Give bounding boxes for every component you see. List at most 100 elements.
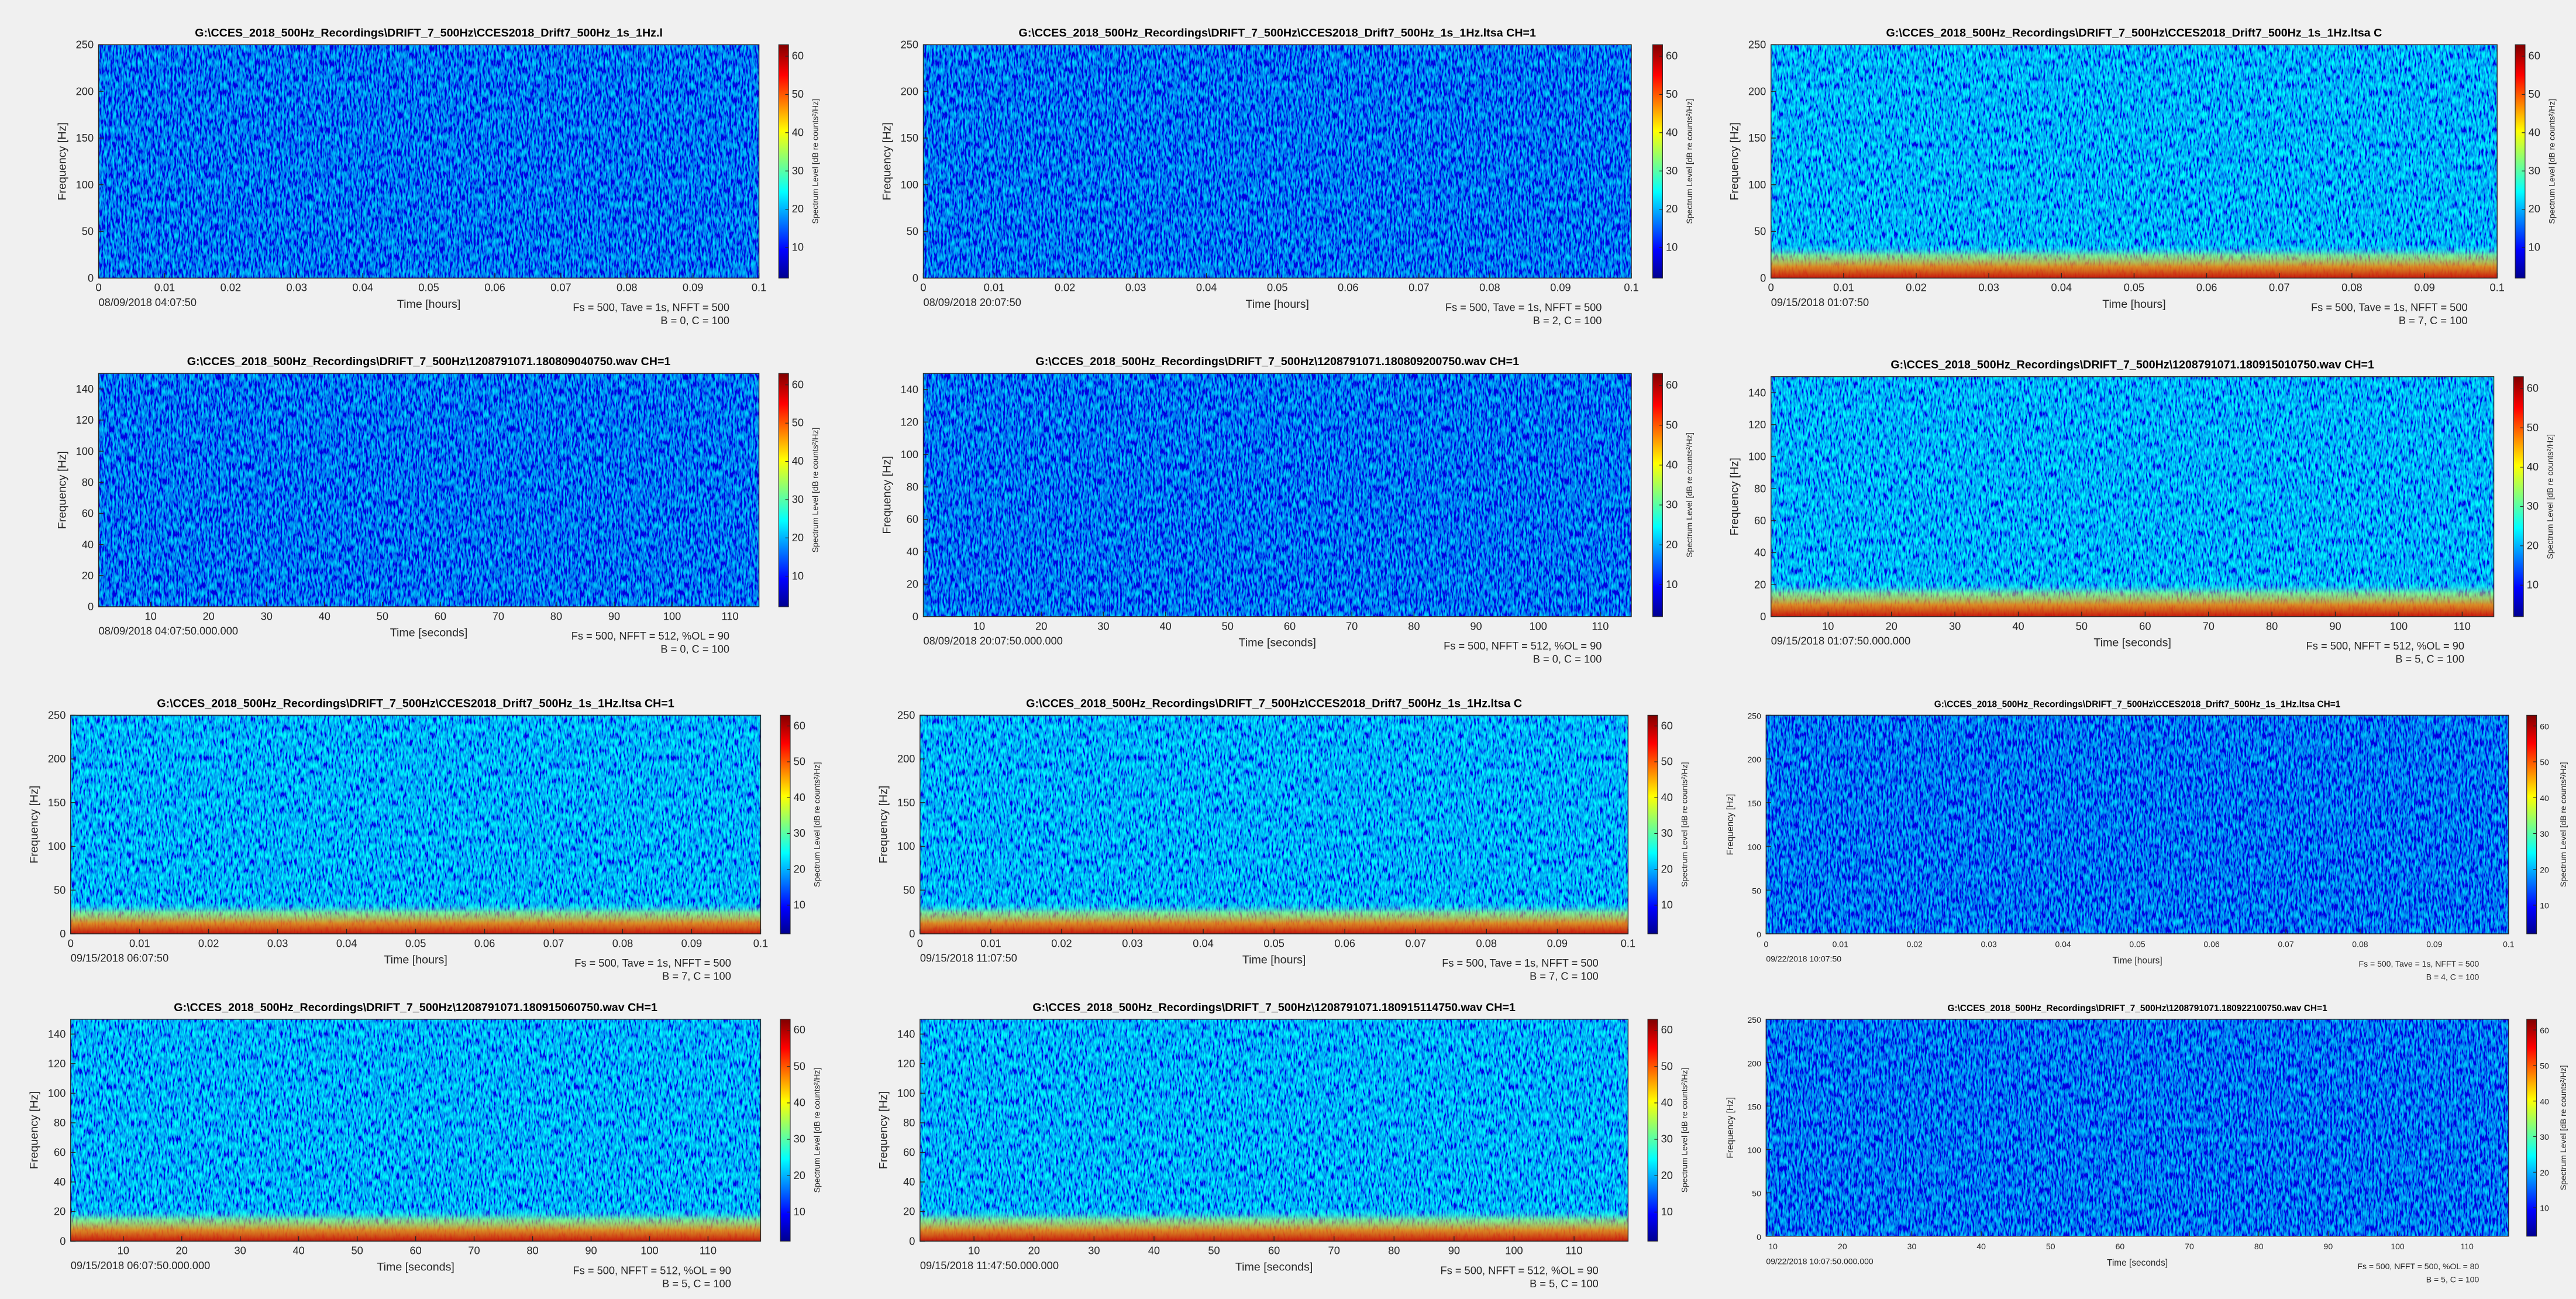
x-tick-label: 0: [95, 281, 101, 294]
colorbar: [2526, 1019, 2537, 1237]
x-tick-label: 10: [968, 1245, 980, 1257]
x-tick-label: 0: [68, 937, 74, 949]
y-tick-label: 0: [912, 272, 918, 284]
x-tick-label: 50: [2046, 1242, 2055, 1251]
colorbar-tick-label: 10: [794, 899, 805, 911]
x-tick-label: 80: [2266, 620, 2278, 632]
x-tick-label: 50: [1222, 620, 1234, 632]
colorbar-tick-label: 30: [1666, 164, 1678, 177]
y-tick-label: 100: [48, 1087, 66, 1099]
x-axis-label: Time [hours]: [1242, 953, 1306, 966]
x-tick-label: 0.07: [2269, 281, 2290, 294]
x-tick-label: 20: [203, 610, 215, 622]
x-tick-label: 0.05: [405, 937, 426, 949]
x-tick-label: 0.04: [1196, 281, 1217, 294]
chart-title: G:\CCES_2018_500Hz_Recordings\DRIFT_7_50…: [1947, 1004, 2327, 1013]
colorbar-tick-label: 60: [2540, 721, 2549, 731]
colorbar-tick-label: 40: [2540, 793, 2549, 803]
x-tick-label: 10: [118, 1245, 129, 1257]
y-tick-label: 150: [897, 796, 915, 809]
colorbar-tick-label: 50: [2540, 758, 2549, 767]
colorbar-tick-label: 40: [792, 126, 804, 138]
y-tick-label: 80: [907, 480, 918, 493]
colorbar-tick-label: 10: [794, 1205, 805, 1218]
colorbar-tick-label: 50: [1661, 755, 1673, 768]
x-tick-label: 0.08: [1476, 937, 1497, 949]
annotation: B = 7, C = 100: [2399, 314, 2468, 327]
y-tick-label: 0: [60, 927, 66, 940]
annotation: Fs = 500, Tave = 1s, NFFT = 500: [573, 301, 729, 313]
colorbar-tick-label: 20: [2527, 539, 2539, 551]
x-tick-label: 100: [663, 610, 681, 622]
colorbar-tick-label: 50: [2540, 1061, 2549, 1071]
x-tick-label: 90: [2324, 1242, 2333, 1251]
x-tick-label: 0.02: [1906, 281, 1927, 294]
y-tick-label: 100: [901, 448, 918, 461]
colorbar-label: Spectrum Level [dB re counts²/Hz]: [1680, 762, 1689, 887]
x-tick-label: 30: [235, 1245, 246, 1257]
colorbar-tick-label: 40: [1661, 791, 1673, 803]
x-tick-label: 100: [1505, 1245, 1523, 1257]
x-tick-label: 90: [608, 610, 620, 622]
x-tick-label: 0.07: [1405, 937, 1426, 949]
start-time: 09/15/2018 06:07:50.000.000: [71, 1259, 211, 1271]
y-tick-label: 250: [1748, 39, 1766, 51]
colorbar-tick-label: 10: [1666, 241, 1678, 253]
axes-box: [1771, 376, 2495, 617]
x-tick-label: 0.08: [2341, 281, 2363, 294]
y-tick-label: 20: [907, 578, 918, 590]
y-tick-label: 150: [1747, 1102, 1761, 1111]
annotation: B = 7, C = 100: [1530, 970, 1599, 982]
y-axis-label: Frequency [Hz]: [880, 122, 893, 200]
axes-box: [70, 1019, 762, 1242]
x-tick-label: 0.03: [1122, 937, 1143, 949]
y-axis-label: Frequency [Hz]: [56, 451, 68, 529]
x-tick-label: 0.07: [543, 937, 564, 949]
y-tick-label: 60: [1754, 514, 1766, 527]
x-tick-label: 0.07: [550, 281, 571, 294]
x-tick-label: 0: [917, 937, 923, 949]
x-axis-label: Time [seconds]: [1235, 1261, 1313, 1274]
panel: G:\CCES_2018_500Hz_Recordings\DRIFT_7_50…: [1728, 359, 2555, 665]
y-tick-label: 50: [907, 225, 918, 238]
y-tick-label: 200: [1747, 755, 1761, 764]
colorbar-tick-label: 50: [794, 755, 805, 768]
colorbar-tick-label: 10: [1661, 899, 1673, 911]
x-tick-label: 0.01: [980, 937, 1001, 949]
colorbar-label: Spectrum Level [dB re counts²/Hz]: [2546, 434, 2555, 559]
x-tick-label: 0.08: [612, 937, 633, 949]
colorbar-tick-label: 50: [1666, 418, 1678, 431]
panel: G:\CCES_2018_500Hz_Recordings\DRIFT_7_50…: [28, 697, 822, 982]
colorbar-tick-label: 30: [792, 164, 804, 177]
x-tick-label: 0.09: [681, 937, 702, 949]
y-tick-label: 60: [907, 513, 918, 525]
spectrogram: [98, 373, 759, 607]
x-tick-label: 20: [176, 1245, 188, 1257]
annotation: Fs = 500, NFFT = 500, %OL = 80: [2357, 1262, 2479, 1271]
chart-title: G:\CCES_2018_500Hz_Recordings\DRIFT_7_50…: [1026, 697, 1522, 710]
y-tick-label: 0: [909, 1235, 915, 1247]
y-tick-label: 0: [1757, 1232, 1761, 1242]
x-tick-label: 80: [2254, 1242, 2264, 1251]
colorbar-tick-label: 60: [2529, 50, 2540, 62]
panel: G:\CCES_2018_500Hz_Recordings\DRIFT_7_50…: [1726, 699, 2568, 981]
x-tick-label: 100: [2390, 620, 2408, 632]
x-tick-label: 30: [261, 610, 273, 622]
chart-title: G:\CCES_2018_500Hz_Recordings\DRIFT_7_50…: [157, 697, 674, 710]
colorbar-label: Spectrum Level [dB re counts²/Hz]: [1685, 432, 1694, 558]
x-tick-label: 0.01: [1833, 281, 1854, 294]
colorbar-tick-label: 60: [794, 1023, 805, 1036]
x-tick-label: 70: [2203, 620, 2215, 632]
x-tick-label: 40: [1159, 620, 1171, 632]
colorbar-label: Spectrum Level [dB re counts²/Hz]: [1685, 99, 1694, 224]
colorbar-tick-label: 30: [2540, 829, 2549, 838]
x-tick-label: 0.1: [1621, 937, 1635, 949]
axes-box: [922, 373, 1632, 617]
x-tick-label: 0.02: [1907, 939, 1923, 949]
colorbar-label: Spectrum Level [dB re counts²/Hz]: [811, 428, 820, 553]
axes-box: [919, 1019, 1629, 1242]
x-tick-label: 0.02: [1055, 281, 1076, 294]
x-tick-label: 0.05: [2124, 281, 2145, 294]
colorbar-tick-label: 30: [1661, 1133, 1673, 1145]
colorbar-tick-label: 50: [792, 417, 804, 429]
